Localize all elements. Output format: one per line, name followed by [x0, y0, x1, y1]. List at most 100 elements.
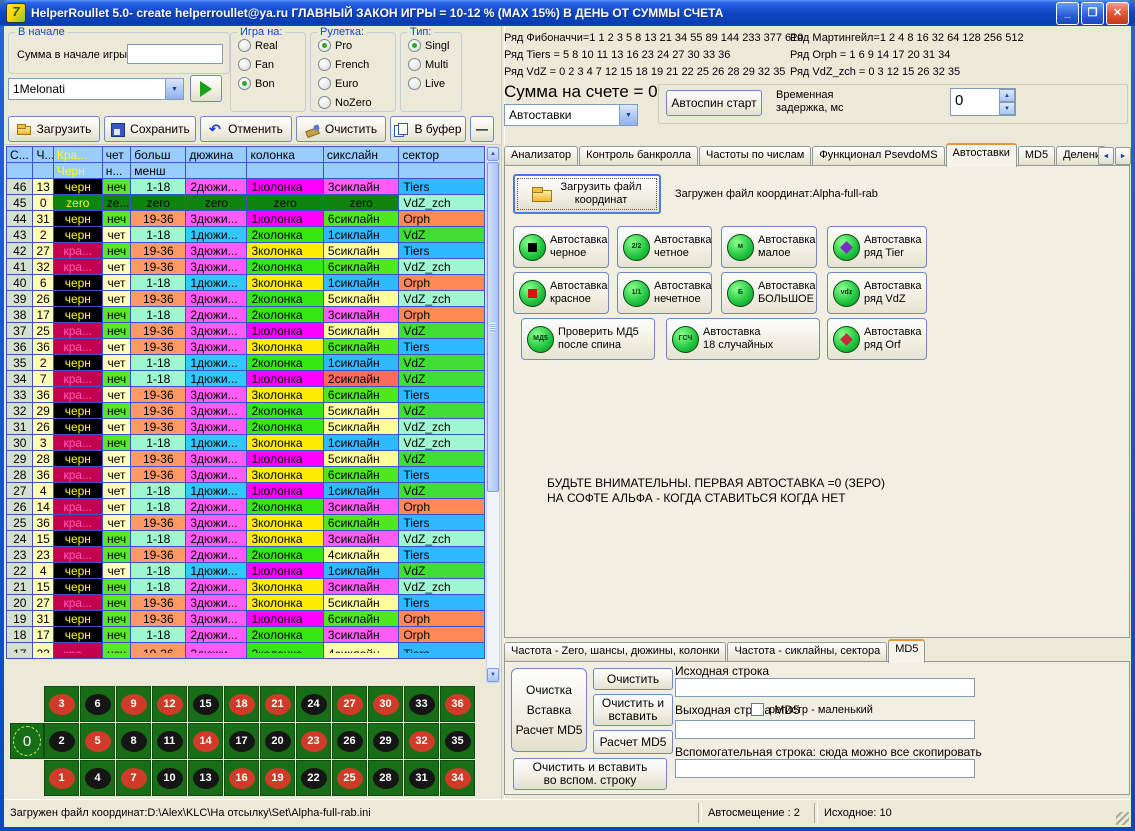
chevron-down-icon[interactable]: ▼ — [165, 79, 183, 99]
tab-4[interactable]: Автоставки — [945, 143, 1017, 167]
board-cell-14[interactable]: 14 — [188, 723, 223, 759]
board-cell-36[interactable]: 36 — [440, 686, 475, 722]
board-cell-13[interactable]: 13 — [188, 760, 223, 796]
board-cell-33[interactable]: 33 — [404, 686, 439, 722]
board-cell-16[interactable]: 16 — [224, 760, 259, 796]
bottom-tab-1[interactable]: Частота - сиклайны, сектора — [727, 642, 888, 662]
radio-live[interactable]: Live — [408, 77, 461, 90]
spinner-down-icon[interactable]: ▼ — [999, 102, 1015, 115]
autospin-start-button[interactable]: Автоспин старт — [666, 90, 762, 116]
board-cell-11[interactable]: 11 — [152, 723, 187, 759]
autobet-button-0[interactable]: Автоставка черное — [513, 226, 609, 268]
board-cell-18[interactable]: 18 — [224, 686, 259, 722]
board-cell-35[interactable]: 35 — [440, 723, 475, 759]
close-button[interactable]: ✕ — [1106, 1, 1129, 25]
radio-french[interactable]: French — [318, 58, 395, 71]
autobet-select[interactable]: Автоставки ▼ — [504, 104, 638, 126]
board-cell-9[interactable]: 9 — [116, 686, 151, 722]
board-cell-26[interactable]: 26 — [332, 723, 367, 759]
board-cell-30[interactable]: 30 — [368, 686, 403, 722]
tab-1[interactable]: Контроль банкролла — [579, 146, 699, 166]
aux-string-input[interactable] — [675, 759, 975, 778]
radio-pro[interactable]: Pro — [318, 39, 395, 52]
table-scrollbar[interactable]: ▲ ▼ — [486, 146, 500, 683]
tab-6[interactable]: Делени — [1056, 146, 1107, 166]
radio-singl[interactable]: Singl — [408, 39, 461, 52]
undo-button[interactable]: ↶ Отменить — [200, 116, 292, 142]
autobet-button-9[interactable]: ГСЧ Автоставка 18 случайных — [666, 318, 820, 360]
scrollbar-thumb[interactable] — [487, 162, 499, 492]
radio-multi[interactable]: Multi — [408, 58, 461, 71]
calc-md5-button[interactable]: Расчет MD5 — [593, 730, 673, 754]
board-cell-31[interactable]: 31 — [404, 760, 439, 796]
board-cell-6[interactable]: 6 — [80, 686, 115, 722]
tab-scroll-left-icon[interactable]: ◄ — [1098, 147, 1114, 165]
preset-select[interactable]: 1Melonati ▼ — [8, 78, 184, 100]
tab-3[interactable]: Функционал PsevdoMS — [812, 146, 945, 166]
board-cell-21[interactable]: 21 — [260, 686, 295, 722]
collapse-button[interactable]: — — [470, 116, 494, 142]
scroll-up-icon[interactable]: ▲ — [487, 147, 499, 161]
tab-2[interactable]: Частоты по числам — [699, 146, 812, 166]
tab-scroll-right-icon[interactable]: ► — [1115, 147, 1131, 165]
clear-paste-calc-button[interactable]: Очистка Вставка Расчет MD5 — [511, 668, 587, 752]
board-cell-10[interactable]: 10 — [152, 760, 187, 796]
start-sum-input[interactable] — [127, 44, 223, 64]
radio-fan[interactable]: Fan — [238, 58, 305, 71]
tab-5[interactable]: MD5 — [1017, 146, 1056, 166]
resize-grip[interactable] — [1116, 812, 1129, 825]
board-cell-1[interactable]: 1 — [44, 760, 79, 796]
board-cell-5[interactable]: 5 — [80, 723, 115, 759]
autobet-button-5[interactable]: 1/1 Автоставка нечетное — [617, 272, 712, 314]
autobet-button-10[interactable]: Автоставка ряд Orf — [827, 318, 927, 360]
board-cell-20[interactable]: 20 — [260, 723, 295, 759]
load-coordinates-button[interactable]: Загрузить файл координат — [513, 174, 661, 214]
source-string-input[interactable] — [675, 678, 975, 697]
clear-button[interactable]: Очистить — [296, 116, 386, 142]
tab-0[interactable]: Анализатор — [504, 146, 579, 166]
radio-euro[interactable]: Euro — [318, 77, 395, 90]
save-button[interactable]: Сохранить — [104, 116, 196, 142]
board-cell-4[interactable]: 4 — [80, 760, 115, 796]
board-cell-24[interactable]: 24 — [296, 686, 331, 722]
maximize-button[interactable]: ❐ — [1081, 1, 1104, 25]
board-cell-25[interactable]: 25 — [332, 760, 367, 796]
board-cell-8[interactable]: 8 — [116, 723, 151, 759]
radio-nozero[interactable]: NoZero — [318, 96, 395, 109]
bottom-tab-2[interactable]: MD5 — [888, 639, 926, 663]
autobet-button-6[interactable]: Б Автоставка БОЛЬШОЕ — [721, 272, 817, 314]
load-button[interactable]: Загрузить — [8, 116, 100, 142]
output-string-input[interactable] — [675, 720, 975, 739]
autobet-button-2[interactable]: м Автоставка малое — [721, 226, 817, 268]
board-cell-32[interactable]: 32 — [404, 723, 439, 759]
delay-spinner[interactable]: 0 ▲ ▼ — [950, 88, 1016, 116]
radio-real[interactable]: Real — [238, 39, 305, 52]
board-cell-15[interactable]: 15 — [188, 686, 223, 722]
autobet-button-7[interactable]: vdz Автоставка ряд VdZ — [827, 272, 927, 314]
board-cell-3[interactable]: 3 — [44, 686, 79, 722]
radio-bon[interactable]: Bon — [238, 77, 305, 90]
clear-button[interactable]: Очистить — [593, 668, 673, 690]
scroll-down-icon[interactable]: ▼ — [487, 668, 499, 682]
clear-and-paste-button[interactable]: Очистить и вставить — [593, 694, 673, 726]
board-cell-28[interactable]: 28 — [368, 760, 403, 796]
board-cell-23[interactable]: 23 — [296, 723, 331, 759]
board-cell-2[interactable]: 2 — [44, 723, 79, 759]
board-cell-27[interactable]: 27 — [332, 686, 367, 722]
board-cell-29[interactable]: 29 — [368, 723, 403, 759]
autobet-button-8[interactable]: МД5 Проверить МД5 после спина — [521, 318, 655, 360]
board-cell-0[interactable]: 0 — [10, 723, 44, 759]
paste-to-aux-button[interactable]: Очистить и вставить во вспом. строку — [513, 758, 667, 790]
autobet-button-3[interactable]: Автоставка ряд Tier — [827, 226, 927, 268]
board-cell-12[interactable]: 12 — [152, 686, 187, 722]
chevron-down-icon[interactable]: ▼ — [619, 105, 637, 125]
play-button[interactable] — [190, 75, 222, 102]
register-checkbox[interactable] — [751, 703, 764, 716]
board-cell-34[interactable]: 34 — [440, 760, 475, 796]
board-cell-19[interactable]: 19 — [260, 760, 295, 796]
copy-to-clipboard-button[interactable]: В буфер — [390, 116, 466, 142]
autobet-button-1[interactable]: 2/2 Автоставка четное — [617, 226, 712, 268]
autobet-button-4[interactable]: Автоставка красное — [513, 272, 609, 314]
spinner-up-icon[interactable]: ▲ — [999, 89, 1015, 102]
bottom-tab-0[interactable]: Частота - Zero, шансы, дюжины, колонки — [504, 642, 727, 662]
